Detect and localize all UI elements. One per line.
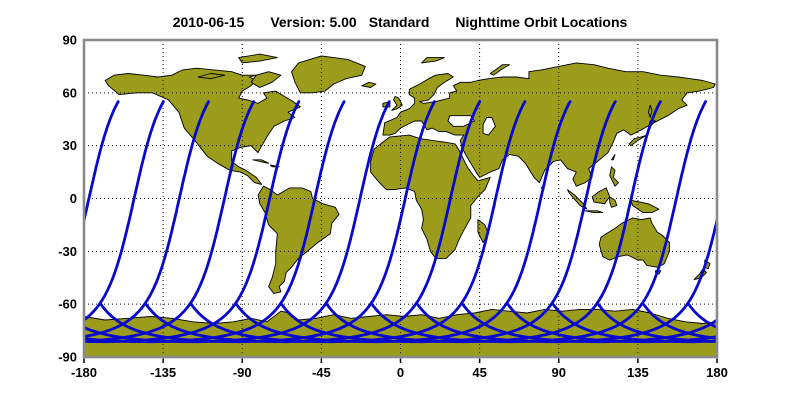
- y-tick-label--60: -60: [58, 297, 77, 312]
- land-sumatra: [567, 189, 588, 210]
- orbit-track-6: [642, 303, 717, 340]
- orbit-track-2: [84, 100, 165, 322]
- land-baffin: [250, 71, 282, 88]
- land-layer: [84, 53, 717, 357]
- land-north-america: [104, 67, 301, 185]
- orbit-track-13: [0, 102, 27, 342]
- x-tick-label-0: 0: [397, 365, 404, 380]
- y-tick-label-60: 60: [63, 85, 77, 100]
- title-product: Standard: [368, 14, 430, 30]
- title-version: Version: 5.00: [270, 14, 357, 30]
- x-tick-label--135: -135: [150, 365, 176, 380]
- land-greenland: [291, 55, 366, 94]
- land-africa: [370, 134, 491, 259]
- orbit-track-8: [734, 102, 800, 342]
- land-south-america: [257, 185, 340, 295]
- graticule-layer: [84, 40, 717, 357]
- land-philippines: [609, 166, 619, 187]
- orbit-track-9: [779, 102, 800, 342]
- land-cuba: [252, 159, 270, 164]
- land-sulawesi: [609, 196, 618, 208]
- orbit-tracks-layer: [0, 100, 800, 344]
- x-tick-label-90: 90: [552, 365, 566, 380]
- x-tick-label--90: -90: [233, 365, 252, 380]
- land-taiwan: [611, 154, 616, 161]
- land-australia: [598, 217, 670, 268]
- orbit-track-14: [371, 100, 707, 344]
- lake-caspian-sea: [482, 117, 496, 136]
- land-ellesmere: [238, 53, 278, 64]
- orbit-track-3: [84, 100, 210, 339]
- x-tick-label-180: 180: [706, 365, 728, 380]
- y-tick-label-30: 30: [63, 138, 77, 153]
- plot-title: 2010-06-15 Version: 5.00 Standard Nighttime…: [0, 14, 800, 30]
- plot-frame: [82, 38, 719, 359]
- title-date: 2010-06-15: [172, 14, 245, 30]
- title-name: Nighttime Orbit Locations: [455, 14, 628, 30]
- y-tick-label-90: 90: [63, 33, 77, 48]
- land-victoria-island: [197, 73, 226, 80]
- land-java: [584, 210, 604, 214]
- land-novaya-zemlya: [489, 64, 510, 76]
- y-tick-label--90: -90: [58, 350, 77, 365]
- land-eurasia: [382, 62, 716, 187]
- x-tick-label--180: -180: [71, 365, 97, 380]
- y-tick-label-0: 0: [70, 191, 77, 206]
- orbit-track-4: [84, 100, 256, 343]
- land-svalbard: [421, 57, 445, 64]
- x-tick-label-135: 135: [627, 365, 649, 380]
- land-iceland: [361, 81, 377, 88]
- land-uk: [391, 95, 403, 111]
- land-borneo: [591, 187, 611, 205]
- land-new-guinea: [630, 199, 660, 214]
- axes-layer: -180 -135 -90 -45 0 45 90 135 180 90 60 30 0 -30 -60 -9…: [58, 33, 728, 381]
- orbit-track-7: [687, 303, 717, 329]
- x-tick-label--45: -45: [312, 365, 331, 380]
- x-tick-label-45: 45: [472, 365, 486, 380]
- land-sakhalin: [647, 104, 653, 118]
- orbit-track-1: [84, 100, 120, 227]
- y-tick-label--30: -30: [58, 244, 77, 259]
